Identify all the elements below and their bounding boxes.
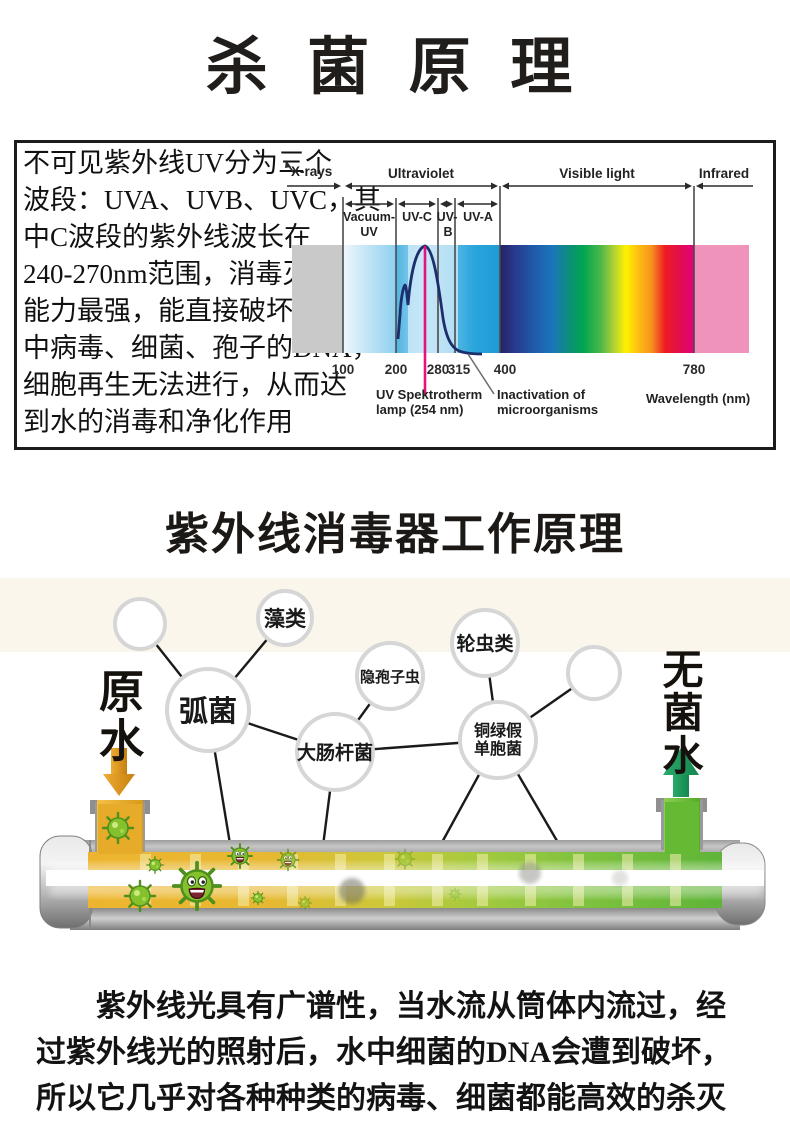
uv-text-line: 240-270nm范围，消毒灭菌 — [23, 259, 337, 289]
footer-paragraph: 紫外线光具有广谱性，当水流从筒体内流过，经 过紫外线光的照射后，水中细菌的DNA… — [36, 984, 762, 1122]
bubble-cryptosporidium — [355, 641, 425, 711]
spectrum-bar — [292, 245, 749, 353]
label-ecoli: 大肠杆菌 — [297, 741, 373, 764]
footer-line: 所以它几乎对各种种类的病毒、细菌都能高效的杀灭 — [36, 1082, 726, 1115]
lamp-label: UV Spektrotherm — [376, 387, 482, 402]
inactivation-label: Inactivation of — [497, 387, 586, 402]
uv-explanation-box: 不可见紫外线UV分为三个 波段：UVA、UVB、UVC，其 中C波段的紫外线波长… — [14, 140, 776, 450]
page-title: 杀 菌 原 理 — [205, 34, 585, 102]
region-label-visible: Visible light — [559, 166, 635, 181]
label-pseudomonas: 铜绿假 — [474, 721, 523, 740]
band-label-vacuum-uv: Vacuum- — [343, 210, 395, 224]
bubble-empty-right — [566, 645, 622, 701]
microbe-bubbles — [113, 589, 622, 792]
lamp-label: lamp (254 nm) — [376, 402, 463, 417]
uv-sterilizer-diagram: 藻类 弧菌 隐孢子虫 大肠杆菌 轮虫类 铜绿假 单胞菌 原水 无菌水 — [0, 578, 790, 970]
bubble-rotifers — [450, 608, 520, 678]
uv-text-line: 到水的消毒和净化作用 — [23, 407, 293, 437]
tick-100: 100 — [332, 362, 355, 377]
tick-400: 400 — [494, 362, 517, 377]
label-rotifers: 轮虫类 — [456, 632, 513, 655]
wavelength-spectrum-diagram: X-rays Ultraviolet Visible light Infrare… — [285, 160, 753, 417]
inactivation-label: microorganisms — [497, 402, 598, 417]
band-label-uvb: B — [443, 225, 452, 239]
uv-text-line: 中病毒、细菌、孢子的DNA， — [23, 333, 379, 363]
microbes-in-water — [101, 811, 628, 913]
footer-line: 过紫外线光的照射后，水中细菌的DNA会遭到破坏， — [36, 1036, 731, 1069]
bubble-pseudomonas — [458, 700, 538, 780]
region-label-xrays: X-rays — [291, 164, 332, 179]
uv-text-line: 细胞再生无法进行，从而达 — [23, 370, 347, 400]
tick-280: 280 — [427, 362, 450, 377]
tick-315: 315 — [448, 362, 471, 377]
bubble-empty-left — [113, 597, 167, 651]
uv-text-line: 波段：UVA、UVB、UVC，其 — [23, 185, 382, 215]
raw-water-arrow — [103, 748, 135, 796]
wavelength-boundary-lines — [342, 186, 695, 353]
label-algae: 藻类 — [264, 607, 307, 631]
uv-text-line: 不可见紫外线UV分为三个 — [23, 148, 332, 178]
tick-200: 200 — [385, 362, 408, 377]
band-label-uvc: UV-C — [402, 210, 432, 224]
bubble-ecoli — [295, 712, 375, 792]
uv-text-line: 能力最强，能直接破坏水体 — [23, 296, 347, 326]
region-dimension-lines — [285, 161, 753, 205]
inactivation-pointer-line — [467, 353, 495, 395]
raw-water-label: 原水 — [92, 668, 142, 766]
uv-text-line: 中C波段的紫外线波长在 — [23, 222, 312, 252]
section-title: 紫外线消毒器工作原理 — [165, 510, 625, 559]
label-pseudomonas: 单胞菌 — [474, 739, 522, 758]
sterile-water-arrow — [663, 748, 699, 797]
band-label-uva: UV-A — [463, 210, 493, 224]
uv-lamp — [46, 864, 764, 896]
wavelength-axis-label: Wavelength (nm) — [646, 391, 750, 406]
label-cryptosporidium: 隐孢子虫 — [360, 668, 420, 686]
sterilizer-tube — [39, 798, 766, 930]
footer-line: 紫外线光具有广谱性，当水流从筒体内流过，经 — [36, 990, 726, 1023]
tick-780: 780 — [683, 362, 706, 377]
uv-description-text: 不可见紫外线UV分为三个 波段：UVA、UVB、UVC，其 中C波段的紫外线波长… — [23, 145, 382, 441]
bubble-algae — [256, 589, 314, 647]
sterile-water-label: 无菌水 — [656, 648, 702, 777]
bubble-vibrio — [165, 667, 251, 753]
region-label-ultraviolet: Ultraviolet — [388, 166, 455, 181]
dimension-arrowheads — [285, 160, 703, 208]
band-label-uvb: UV- — [437, 210, 458, 224]
region-label-infrared: Infrared — [699, 166, 749, 181]
band-label-vacuum-uv: UV — [360, 225, 378, 239]
sterilizer-svg: 藻类 弧菌 隐孢子虫 大肠杆菌 轮虫类 铜绿假 单胞菌 — [0, 578, 790, 930]
label-vibrio: 弧菌 — [179, 695, 237, 728]
